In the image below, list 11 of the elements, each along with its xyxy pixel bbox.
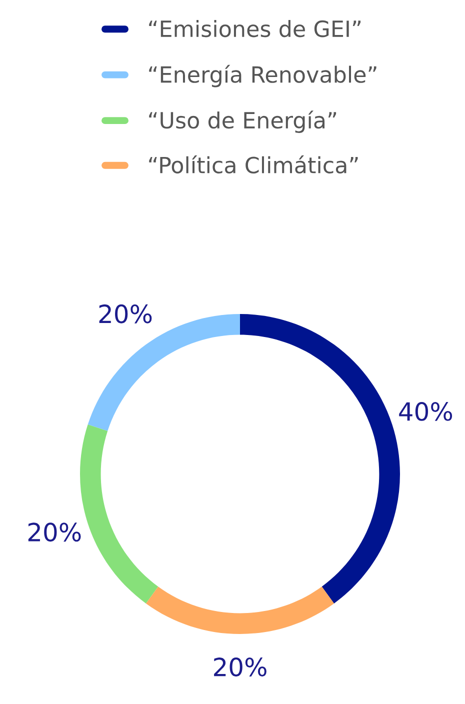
data-label: 20%	[28, 522, 81, 542]
donut-slice	[80, 424, 158, 604]
donut-slice	[146, 586, 334, 634]
legend-label: “Energía Renovable”	[149, 64, 376, 88]
data-label: 20%	[214, 658, 266, 676]
donut-slice	[240, 314, 400, 604]
legend-label: “Emisiones de GEI”	[149, 20, 361, 38]
data-label: 20%	[99, 304, 152, 324]
data-label: 40%	[399, 402, 452, 421]
legend-label: “Uso de Energía”	[149, 110, 336, 133]
legend-label: “Política Climática”	[149, 155, 358, 174]
